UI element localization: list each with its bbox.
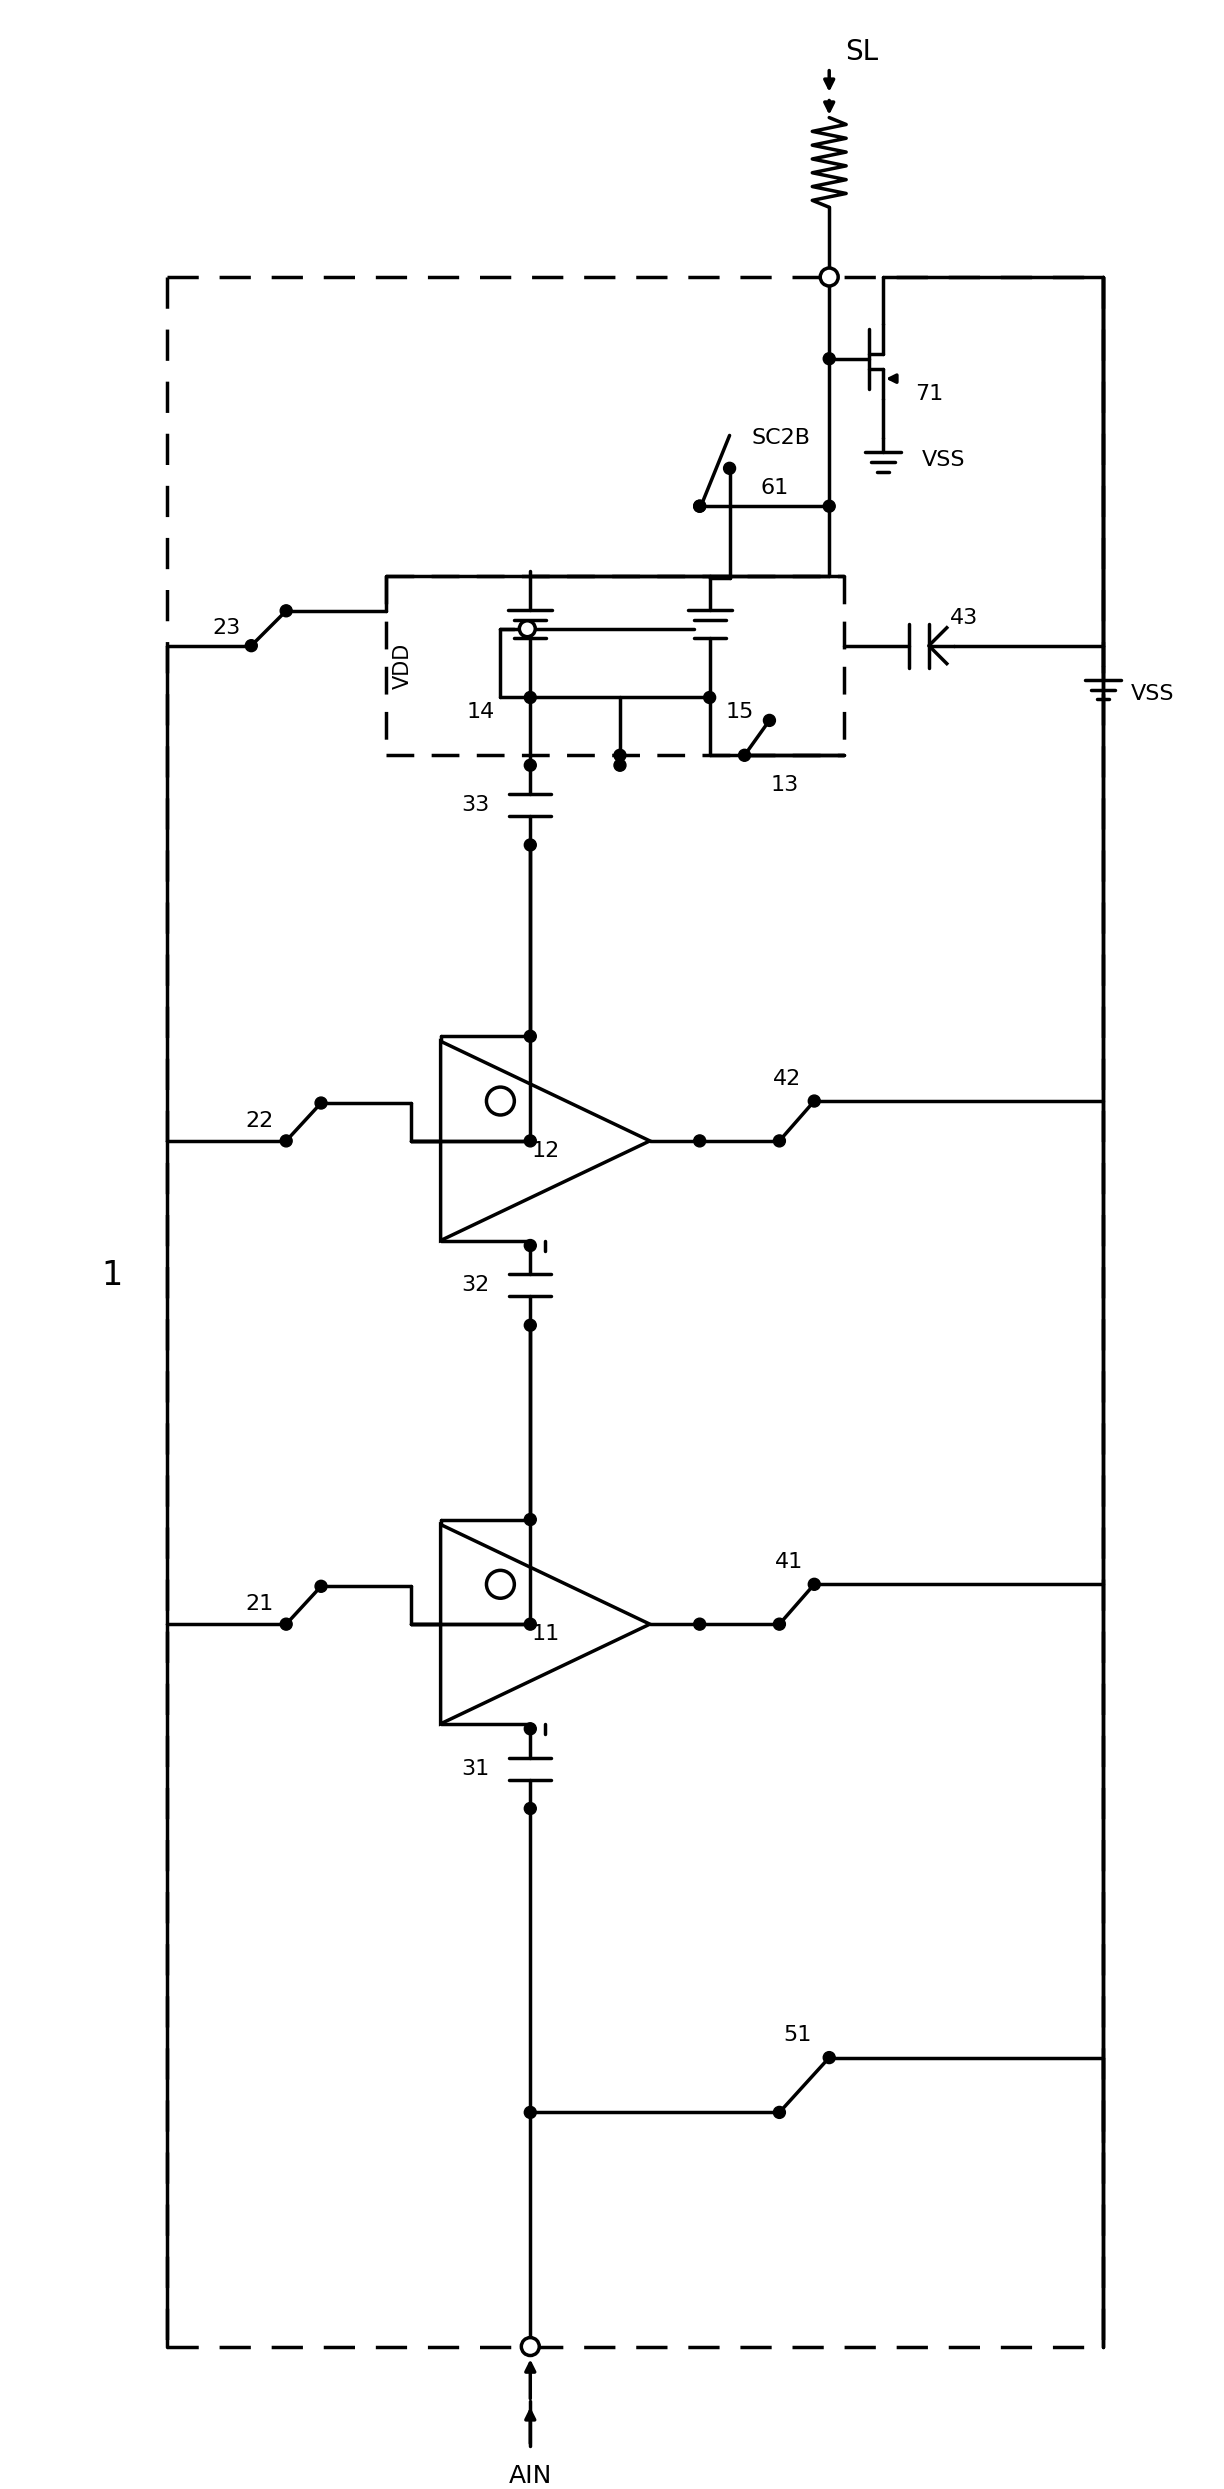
Circle shape [614,759,625,772]
Circle shape [694,1618,706,1630]
Circle shape [704,692,716,704]
Circle shape [808,1095,820,1108]
Text: VSS: VSS [922,451,966,470]
Text: 43: 43 [950,607,978,627]
Text: AIN: AIN [509,2464,552,2489]
Circle shape [315,1581,327,1593]
Circle shape [764,714,776,727]
Circle shape [738,749,750,762]
Circle shape [774,1618,786,1630]
Circle shape [524,1240,536,1252]
Circle shape [524,1722,536,1735]
Circle shape [694,1135,706,1147]
Circle shape [524,1030,536,1043]
Text: 11: 11 [531,1625,559,1645]
Circle shape [694,500,706,513]
Circle shape [808,1578,820,1590]
Circle shape [824,500,835,513]
Text: 14: 14 [466,702,494,722]
Text: 22: 22 [245,1110,273,1130]
Circle shape [280,605,293,617]
Circle shape [521,2337,540,2355]
Circle shape [820,269,838,286]
Text: SC2B: SC2B [752,428,810,448]
Text: 31: 31 [461,1760,490,1780]
Text: 51: 51 [783,2024,812,2043]
Text: VDD: VDD [393,642,412,689]
Circle shape [486,1088,514,1115]
Circle shape [524,1802,536,1814]
Text: 33: 33 [461,794,490,814]
Text: 42: 42 [774,1070,802,1090]
Text: 1: 1 [102,1259,122,1292]
Text: 15: 15 [726,702,754,722]
Text: VSS: VSS [1131,684,1175,704]
Text: SL: SL [846,37,879,65]
Circle shape [524,839,536,851]
Circle shape [315,1098,327,1110]
Circle shape [774,2106,786,2118]
Circle shape [280,1618,293,1630]
Circle shape [524,1618,536,1630]
Text: 23: 23 [212,617,240,637]
Text: 12: 12 [531,1140,559,1160]
Circle shape [524,1135,536,1147]
Text: 41: 41 [775,1553,803,1573]
Circle shape [824,353,835,366]
Text: 61: 61 [760,478,788,498]
Circle shape [614,749,625,762]
Circle shape [524,2106,536,2118]
Circle shape [486,1571,514,1598]
Circle shape [524,692,536,704]
Text: 32: 32 [461,1274,490,1294]
Circle shape [280,1135,293,1147]
Text: 21: 21 [245,1595,273,1615]
Circle shape [524,759,536,772]
Circle shape [519,620,535,637]
Circle shape [774,1135,786,1147]
Text: 71: 71 [914,383,942,403]
Circle shape [245,640,257,652]
Circle shape [694,500,706,513]
Text: 13: 13 [770,774,798,794]
Circle shape [524,1319,536,1332]
Circle shape [723,463,736,475]
Circle shape [824,2051,835,2063]
Circle shape [524,1513,536,1526]
